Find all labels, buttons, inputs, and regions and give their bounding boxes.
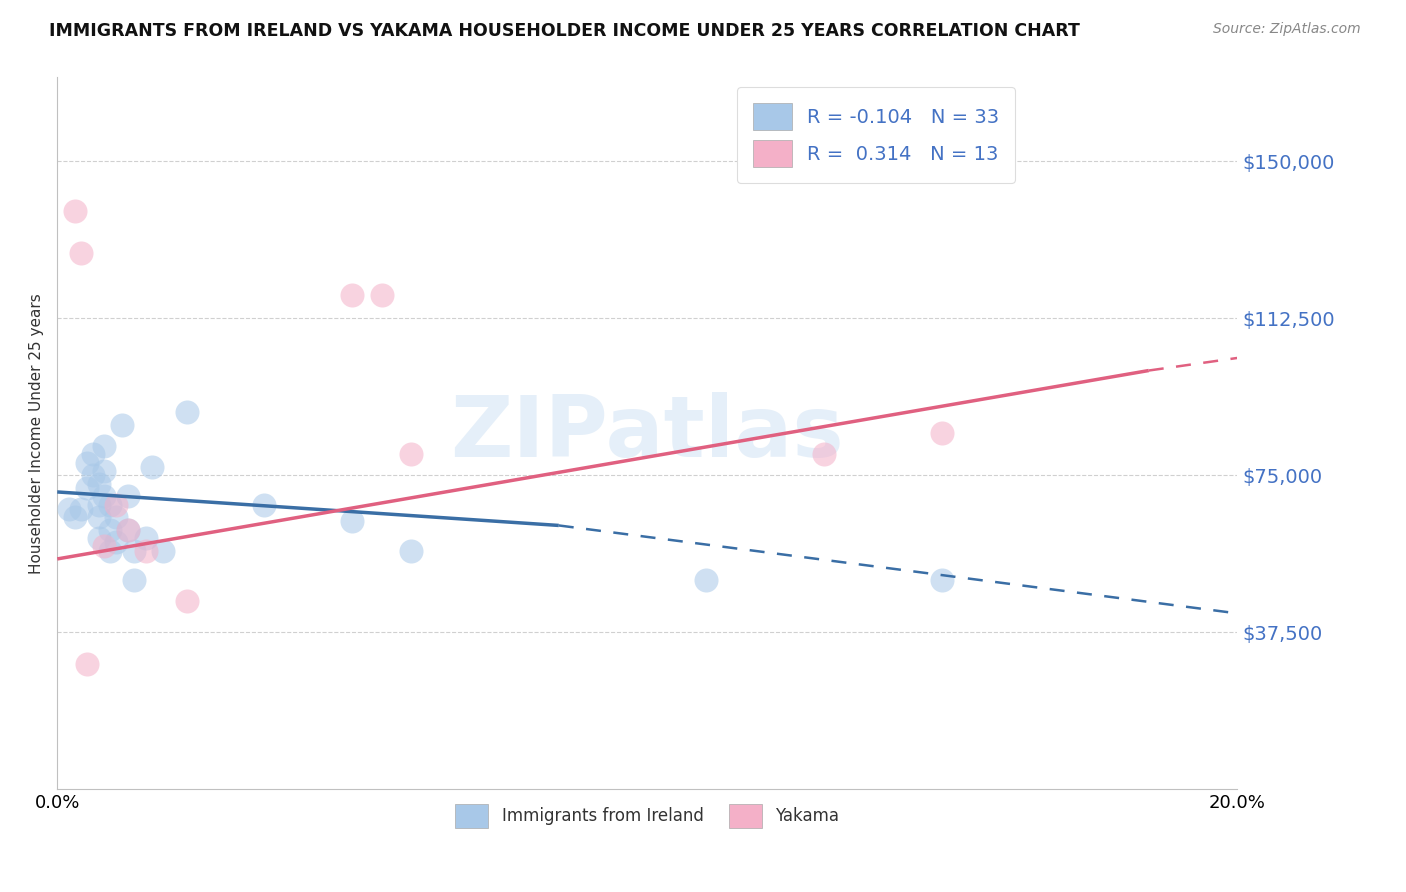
Point (105, 535, 128, 549)
Point (70, 246, 93, 260)
Point (87, 498, 110, 512)
Point (98, 523, 121, 537)
Point (813, 447, 835, 461)
Point (342, 288, 364, 302)
Point (135, 543, 157, 558)
Point (87, 531, 110, 545)
Point (931, 426, 953, 441)
Point (695, 573, 717, 587)
Point (58, 501, 80, 516)
Point (401, 543, 423, 558)
Point (98, 498, 121, 512)
Point (122, 573, 145, 587)
Point (70, 501, 93, 516)
Point (76, 456, 98, 470)
Point (117, 523, 139, 537)
Point (111, 417, 134, 432)
Point (342, 514, 364, 528)
Point (117, 489, 139, 503)
Point (87, 510, 110, 524)
Point (93, 439, 115, 453)
Point (98, 543, 121, 558)
Point (82, 468, 104, 483)
Point (152, 543, 174, 558)
Point (931, 573, 953, 587)
Point (135, 531, 157, 545)
Point (117, 523, 139, 537)
Point (401, 447, 423, 461)
Point (93, 464, 115, 478)
Point (76, 481, 98, 495)
Point (371, 288, 394, 302)
Point (63, 510, 86, 524)
Point (93, 489, 115, 503)
Text: ZIPatlas: ZIPatlas (450, 392, 844, 475)
Point (122, 543, 145, 558)
Point (63, 204, 86, 219)
Point (176, 594, 198, 608)
Point (105, 498, 128, 512)
Y-axis label: Householder Income Under 25 years: Householder Income Under 25 years (30, 293, 44, 574)
Point (93, 540, 115, 554)
Point (82, 447, 104, 461)
Point (105, 510, 128, 524)
Point (76, 657, 98, 671)
Point (87, 476, 110, 491)
Text: Source: ZipAtlas.com: Source: ZipAtlas.com (1213, 22, 1361, 37)
Point (176, 405, 198, 419)
Point (141, 459, 163, 474)
Legend: Immigrants from Ireland, Yakama: Immigrants from Ireland, Yakama (449, 797, 846, 834)
Point (253, 498, 276, 512)
Text: IMMIGRANTS FROM IRELAND VS YAKAMA HOUSEHOLDER INCOME UNDER 25 YEARS CORRELATION : IMMIGRANTS FROM IRELAND VS YAKAMA HOUSEH… (49, 22, 1080, 40)
